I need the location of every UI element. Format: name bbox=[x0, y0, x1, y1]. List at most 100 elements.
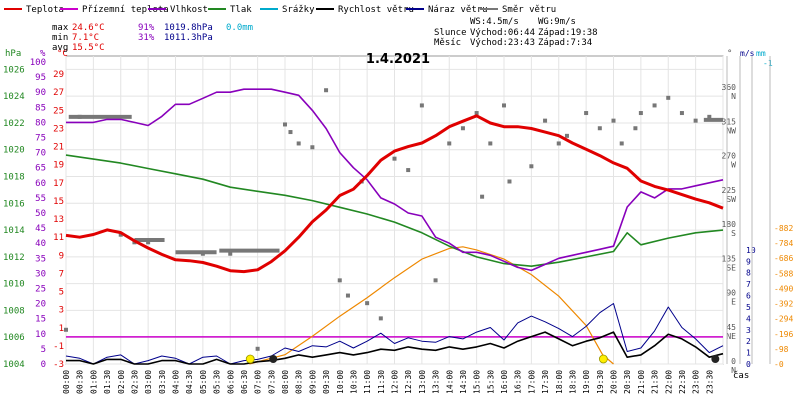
tick-label-dir-compass: W bbox=[731, 161, 736, 170]
tick-label-x: 12:30 bbox=[404, 370, 413, 394]
tick-label-ms: 0 bbox=[746, 360, 751, 369]
sun-marker bbox=[245, 354, 255, 364]
tick-label-pct: 70 bbox=[35, 149, 46, 159]
tick-label-ms: 1 bbox=[746, 349, 751, 358]
wind-direction-point bbox=[502, 103, 506, 108]
tick-label-x: 12:00 bbox=[391, 370, 400, 394]
tick-label-x: 19:30 bbox=[596, 370, 605, 394]
tick-label-temp: 15 bbox=[53, 197, 64, 207]
tick-label-pct: 100 bbox=[30, 58, 46, 68]
tick-label-pct: 65 bbox=[35, 164, 46, 174]
wind-direction-point bbox=[633, 126, 638, 131]
tick-label-temp: -3 bbox=[53, 360, 64, 370]
tick-label-hpa: 1004 bbox=[3, 360, 25, 370]
wind-direction-point bbox=[296, 141, 301, 146]
wind-direction-point bbox=[564, 133, 569, 138]
wind-direction-point bbox=[324, 88, 329, 93]
wind-direction-point bbox=[288, 130, 293, 135]
tick-label-x: 15:30 bbox=[486, 370, 495, 394]
tick-label-pct: 20 bbox=[35, 300, 46, 310]
tick-label-dir-compass: S bbox=[731, 229, 736, 238]
axis-title-hpa: hPa bbox=[5, 49, 21, 59]
wind-direction-point bbox=[543, 118, 548, 123]
wind-direction-point bbox=[652, 103, 657, 108]
tick-label-dir: 45 bbox=[726, 323, 736, 332]
tick-label-x: 13:00 bbox=[418, 370, 427, 394]
tick-label-x: 08:30 bbox=[295, 370, 304, 394]
tick-label-temp: 9 bbox=[59, 251, 64, 261]
wind-direction-point bbox=[255, 346, 260, 351]
info-sunrise: Východ:06:44 bbox=[470, 28, 535, 38]
stats-label: avg bbox=[52, 43, 68, 53]
tick-label-x: 23:00 bbox=[692, 370, 701, 394]
tick-label-pct: 30 bbox=[35, 269, 46, 279]
tick-label-x: 04:30 bbox=[185, 370, 194, 394]
tick-label-ms: 8 bbox=[746, 269, 751, 278]
x-axis-label: čas bbox=[733, 370, 749, 381]
wind-direction-point bbox=[337, 278, 342, 283]
tick-label-sun: -784 bbox=[774, 239, 793, 248]
wind-speed-line bbox=[66, 331, 724, 365]
info-moonrise: Východ:23:43 bbox=[470, 38, 535, 48]
tick-label-x: 23:30 bbox=[705, 370, 714, 394]
tick-label-temp: 29 bbox=[53, 70, 64, 80]
tick-label-hpa: 1014 bbox=[3, 226, 25, 236]
tick-label-sun: -490 bbox=[774, 284, 793, 293]
tick-label-x: 02:00 bbox=[117, 370, 126, 394]
wind-direction-point bbox=[146, 240, 151, 245]
tick-label-pct: 85 bbox=[35, 103, 46, 113]
stats-rain: 0.0mm bbox=[226, 23, 253, 33]
tick-label-dir-compass: N bbox=[731, 92, 736, 101]
tick-label-dir: 225 bbox=[722, 186, 737, 195]
legend-label: Rychlost větru bbox=[338, 5, 414, 15]
tick-label-x: 20:30 bbox=[623, 370, 632, 394]
tick-label-hpa: 1016 bbox=[3, 199, 25, 209]
stats-label: min bbox=[52, 33, 68, 43]
tick-label-x: 06:00 bbox=[226, 370, 235, 394]
tick-label-hpa: 1022 bbox=[3, 119, 25, 129]
tick-label-hpa: 1008 bbox=[3, 306, 25, 316]
tick-label-pct: 75 bbox=[35, 134, 46, 144]
tick-label-pct: 60 bbox=[35, 179, 46, 189]
tick-label-x: 21:30 bbox=[651, 370, 660, 394]
tick-label-sun: -588 bbox=[774, 269, 793, 278]
tick-label-x: 01:30 bbox=[103, 370, 112, 394]
tick-label-hpa: 1010 bbox=[3, 280, 25, 290]
tick-label-pct: 10 bbox=[35, 330, 46, 340]
tick-label-pct: 15 bbox=[35, 315, 46, 325]
tick-label-pct: 45 bbox=[35, 224, 46, 234]
tick-label-x: 17:30 bbox=[541, 370, 550, 394]
tick-label-x: 01:00 bbox=[89, 370, 98, 394]
wind-direction-point bbox=[507, 179, 512, 184]
tick-label-x: 21:00 bbox=[637, 370, 646, 394]
tick-label-x: 03:30 bbox=[158, 370, 167, 394]
wind-direction-point bbox=[619, 141, 624, 146]
tick-label-temp: 27 bbox=[53, 88, 64, 98]
tick-label-x: 07:30 bbox=[267, 370, 276, 394]
info-moonset: Západ:7:34 bbox=[538, 38, 592, 48]
tick-label-temp: 7 bbox=[59, 269, 64, 279]
tick-label-dir: 360 bbox=[722, 83, 737, 92]
temperature-line bbox=[65, 114, 724, 274]
wind-direction-point bbox=[556, 141, 561, 146]
axis-title-mm: mm bbox=[756, 49, 766, 58]
tick-label-sun: -196 bbox=[774, 330, 793, 339]
info-wg: WG:9m/s bbox=[538, 17, 576, 27]
tick-label-dir: 315 bbox=[722, 117, 737, 126]
tick-label-temp: 13 bbox=[53, 215, 64, 225]
tick-label-mm: -1 bbox=[763, 59, 773, 68]
tick-label-dir: 135 bbox=[722, 254, 737, 263]
legend-label: Srážky bbox=[282, 5, 315, 15]
tick-label-dir-compass: N bbox=[731, 366, 736, 375]
tick-label-ms: 3 bbox=[746, 326, 751, 335]
tick-label-dir-compass: SW bbox=[726, 195, 736, 204]
tick-label-pct: 5 bbox=[41, 345, 46, 355]
tick-label-sun: -0 bbox=[774, 360, 784, 369]
axis-title-temp: °C bbox=[57, 49, 68, 59]
wind-direction-point bbox=[118, 232, 123, 237]
tick-label-x: 13:30 bbox=[432, 370, 441, 394]
tick-label-x: 22:30 bbox=[678, 370, 687, 394]
tick-label-temp: 1 bbox=[59, 324, 64, 334]
stats-temp: 15.5°C bbox=[72, 43, 105, 53]
